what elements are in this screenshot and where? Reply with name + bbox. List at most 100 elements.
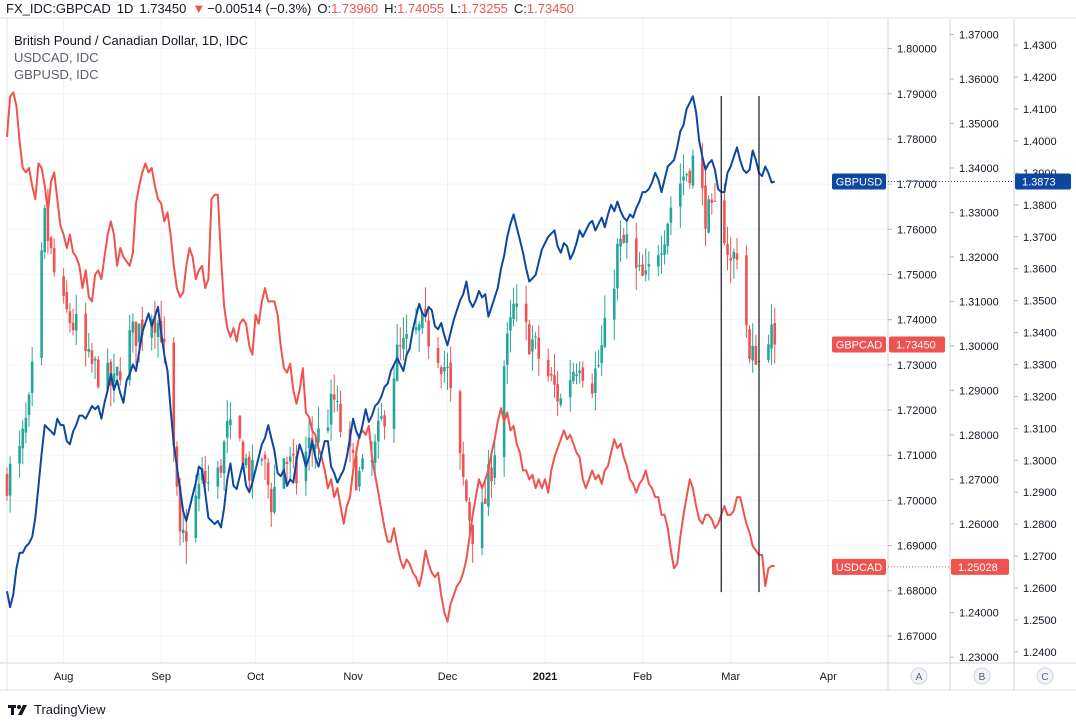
series-value-box-bg xyxy=(1015,173,1071,190)
candle-body xyxy=(74,313,78,331)
tradingview-logo[interactable]: TradingView xyxy=(8,702,106,717)
symbol-header: FX_IDC:GBPCAD 1D 1.73450 ▼ −0.00514 (−0.3%) O… xyxy=(6,1,580,16)
candle-body xyxy=(93,358,97,361)
candle xyxy=(317,406,320,461)
candle xyxy=(546,348,550,382)
candle xyxy=(528,319,531,355)
candle xyxy=(273,464,276,515)
candle xyxy=(704,164,707,247)
candle-body xyxy=(723,200,726,244)
candle-body xyxy=(679,183,682,207)
candle xyxy=(735,237,739,270)
candle xyxy=(207,465,210,492)
candle-body xyxy=(512,303,515,320)
candle-body xyxy=(581,367,585,381)
axis-tick-label: 1.26000 xyxy=(959,519,999,531)
interval[interactable]: 1D xyxy=(116,1,134,16)
axis-tick-label: 1.74000 xyxy=(897,315,937,327)
candle xyxy=(5,467,9,501)
candle-body xyxy=(427,320,430,347)
candle-body xyxy=(273,487,276,513)
candle xyxy=(773,307,777,364)
axis-tick-label: 1.2900 xyxy=(1023,487,1057,499)
candle xyxy=(669,196,673,235)
candle-body xyxy=(480,502,484,549)
candle xyxy=(634,222,638,291)
candle xyxy=(392,364,396,444)
candle xyxy=(68,302,72,333)
candle-body xyxy=(263,454,267,460)
candle-body xyxy=(600,345,603,363)
tradingview-brand: TradingView xyxy=(34,702,106,717)
candle-body xyxy=(137,323,141,343)
candle xyxy=(247,451,251,491)
candle-body xyxy=(767,344,770,360)
candle-body xyxy=(373,441,377,464)
candle xyxy=(270,482,273,527)
axis-tick-label: 1.3500 xyxy=(1023,296,1057,308)
candle-body xyxy=(537,337,541,359)
candle xyxy=(96,356,100,389)
candle xyxy=(376,407,380,459)
candle-body xyxy=(238,415,242,439)
candle-body xyxy=(449,362,452,389)
scale-button-label: C xyxy=(1041,672,1048,683)
gbpusd-last-value: GBPUSD 1.3873 xyxy=(832,173,1071,190)
candle-body xyxy=(502,366,506,458)
candle xyxy=(27,391,31,427)
candle xyxy=(443,350,446,383)
time-tick-label: Oct xyxy=(247,671,264,683)
candle xyxy=(380,402,383,421)
series-name-tag-bg xyxy=(832,173,886,190)
candle xyxy=(505,322,509,385)
high-label: H: xyxy=(384,1,398,16)
legend-usdcad[interactable]: USDCAD, IDC xyxy=(14,50,99,65)
candle-body xyxy=(657,255,660,267)
candle xyxy=(647,251,651,281)
candle-body xyxy=(490,467,493,482)
candle-body xyxy=(663,244,666,255)
axis-tick-label: 1.67000 xyxy=(897,631,937,643)
candle-body xyxy=(87,348,91,352)
candle xyxy=(93,356,97,380)
candle xyxy=(339,390,342,438)
candle-body xyxy=(619,238,622,247)
time-tick-label: Dec xyxy=(438,671,458,683)
candle-body xyxy=(402,338,405,350)
candle-body xyxy=(71,322,75,331)
candle xyxy=(150,314,154,351)
candle-body xyxy=(666,223,670,247)
candle-body xyxy=(568,379,572,398)
candle-body xyxy=(354,456,358,491)
legend-gbpusd[interactable]: GBPUSD, IDC xyxy=(14,67,99,82)
axis-tick-label: 1.24000 xyxy=(959,608,999,620)
scale-button-B[interactable]: B xyxy=(973,667,991,685)
candle xyxy=(402,317,405,361)
axis-tick-label: 1.70000 xyxy=(897,495,937,507)
axis-tick-label: 1.2500 xyxy=(1023,615,1057,627)
tradingview-logo-icon xyxy=(8,704,27,715)
candle-body xyxy=(515,303,519,307)
candle xyxy=(625,220,629,259)
candle-body xyxy=(197,483,201,499)
candle-body xyxy=(134,321,138,346)
candle xyxy=(657,245,660,277)
candle-body xyxy=(49,237,53,249)
usdcad-last-value: USDCAD 1.25028 xyxy=(832,558,1009,575)
candle xyxy=(30,347,34,407)
candle-body xyxy=(251,459,254,482)
candle-body xyxy=(225,420,229,438)
scale-button-A[interactable]: A xyxy=(910,667,928,685)
candle-body xyxy=(392,378,396,429)
candle xyxy=(74,294,78,345)
symbol-name[interactable]: FX_IDC:GBPCAD xyxy=(6,1,111,16)
scale-button-C[interactable]: C xyxy=(1036,667,1054,685)
candle xyxy=(405,314,408,357)
candle-body xyxy=(112,373,116,383)
price-change: −0.00514 (−0.3%) xyxy=(207,1,312,16)
legend-main-series[interactable]: British Pound / Canadian Dollar, 1D, IDC xyxy=(14,33,249,48)
axis-tick-label: 1.78000 xyxy=(897,134,937,146)
axis-tick-label: 1.37000 xyxy=(959,30,999,42)
